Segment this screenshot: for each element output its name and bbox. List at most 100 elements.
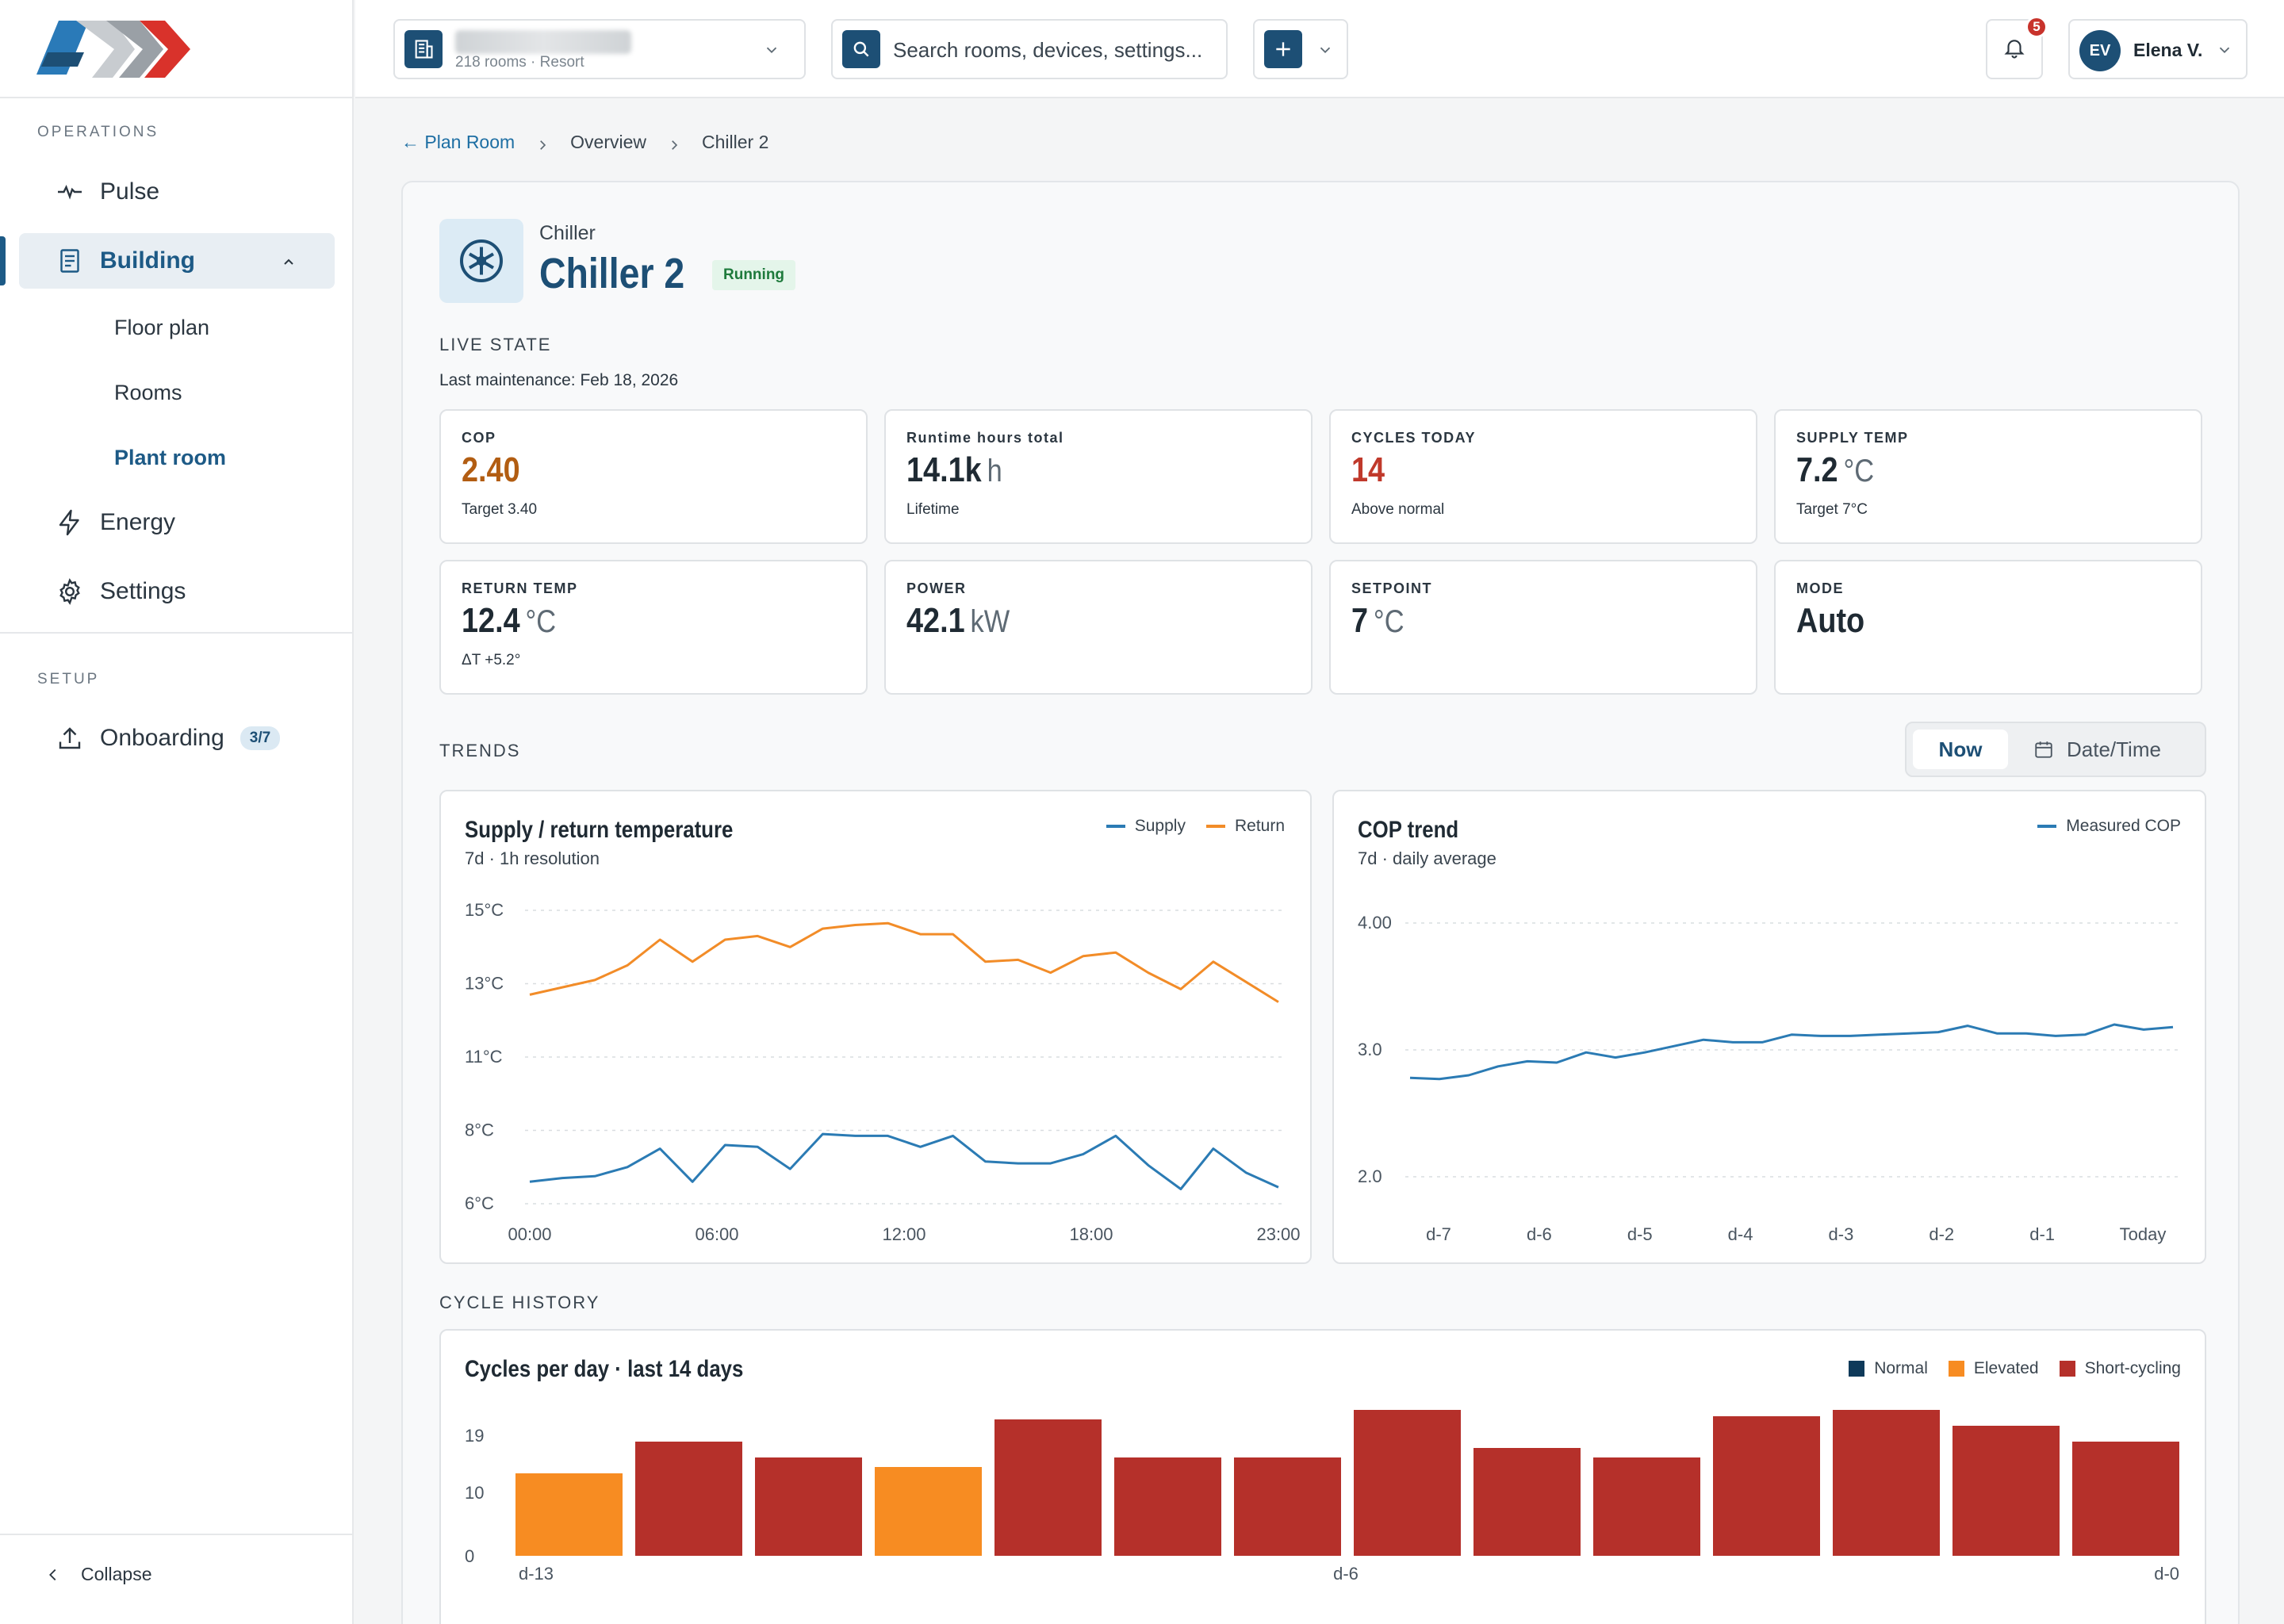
add-menu-button[interactable] [1253, 19, 1348, 79]
search-placeholder: Search rooms, devices, settings... [893, 38, 1203, 62]
plus-icon[interactable] [1264, 30, 1302, 68]
lightning-icon [56, 508, 84, 537]
kpi-unit: kW [970, 604, 1010, 639]
legend-item-normal: Normal [1849, 1359, 1928, 1378]
kpi-value-row: Auto [1796, 601, 1870, 641]
x-tick-label: d-7 [1426, 1224, 1451, 1244]
legend-label: Short-cycling [2084, 1359, 2181, 1377]
nav-subitem-floor-plan[interactable]: Floor plan [114, 316, 210, 339]
kpi-label: Runtime hours total [906, 430, 1064, 446]
nav-item-onboarding[interactable]: Onboarding 3/7 [19, 710, 335, 766]
temperature-line-chart: 15°C 13°C 11°C 8°C 6°C 00:00 06:00 12:00 18:00 23… [465, 900, 1301, 1244]
building-icon [56, 247, 84, 275]
y-tick-label: 15°C [465, 900, 504, 920]
bar-d-8 [1114, 1457, 1221, 1556]
sidebar-divider [0, 1534, 354, 1535]
legend-item-supply: Supply [1106, 817, 1186, 836]
chevron-down-icon[interactable] [1316, 41, 1334, 59]
kpi-unit: °C [1373, 604, 1405, 639]
time-range-toggle: Now Date/Time [1905, 722, 2206, 777]
y-tick-label: 19 [465, 1426, 484, 1446]
toggle-datetime-label: Date/Time [2067, 737, 2161, 761]
x-tick-label: d-6 [1527, 1224, 1552, 1244]
legend-label: Elevated [1973, 1359, 2039, 1377]
kpi-value: 7.2 [1796, 450, 1838, 489]
kpi-value-row: 42.1 kW [906, 601, 1010, 641]
x-tick-label: d-0 [2154, 1564, 2179, 1584]
kpi-subtext: Above normal [1351, 501, 1445, 518]
legend-swatch [2059, 1361, 2075, 1377]
kpi-value: Auto [1796, 601, 1865, 640]
nav-item-building[interactable]: Building [19, 233, 335, 289]
cycles-chart-card: Cycles per day · last 14 days Normal Ele… [439, 1329, 2206, 1624]
search-icon [842, 30, 880, 68]
section-label-cycle-history: CYCLE HISTORY [439, 1293, 600, 1312]
collapse-button[interactable]: Collapse [44, 1564, 152, 1585]
x-tick-label: 12:00 [882, 1224, 925, 1244]
toggle-datetime-button[interactable]: Date/Time [2033, 730, 2161, 769]
x-tick-label: 00:00 [508, 1224, 551, 1244]
bar-d-10 [875, 1467, 982, 1556]
toggle-now-button[interactable]: Now [1913, 730, 2008, 769]
chart-legend: Measured COP [2017, 817, 2181, 836]
chevron-right-icon [667, 136, 681, 150]
kpi-value: 42.1 [906, 601, 965, 640]
chevron-right-icon [535, 136, 550, 150]
active-indicator [0, 236, 6, 285]
brand-logo[interactable] [36, 21, 190, 78]
y-tick-label: 10 [465, 1483, 484, 1503]
nav-subitem-rooms[interactable]: Rooms [114, 381, 182, 404]
kpi-label: SETPOINT [1351, 580, 1433, 596]
legend-label: Normal [1874, 1359, 1928, 1377]
y-tick-label: 2.0 [1358, 1166, 1382, 1186]
sidebar-divider [0, 632, 354, 634]
chevron-up-icon[interactable] [279, 251, 298, 270]
breadcrumb-back-link[interactable]: ← Plan Room [401, 132, 515, 152]
kpi-card: SUPPLY TEMP 7.2 °C Target 7°C [1774, 409, 2202, 544]
kpi-card: RETURN TEMP 12.4 °C ΔT +5.2° [439, 560, 868, 695]
kpi-label: MODE [1796, 580, 1844, 596]
nav-item-pulse[interactable]: Pulse [19, 164, 335, 220]
kpi-value-row: 2.40 [462, 450, 526, 490]
nav-label: Energy [100, 509, 176, 535]
notification-count-badge: 5 [2025, 16, 2048, 38]
kpi-value: 14 [1351, 450, 1385, 489]
legend-item-short-cycling: Short-cycling [2059, 1359, 2181, 1378]
y-tick-label: 0 [465, 1546, 474, 1566]
legend-label: Measured COP [2066, 817, 2181, 835]
legend-swatch [1106, 825, 1125, 828]
nav-subitem-plant-room[interactable]: Plant room [114, 446, 227, 469]
y-tick-label: 6°C [465, 1193, 494, 1213]
calendar-icon [2033, 739, 2054, 760]
kpi-unit: °C [1843, 454, 1875, 488]
x-tick-label: d-2 [1929, 1224, 1954, 1244]
kpi-subtext: Target 7°C [1796, 501, 1868, 518]
bar-d-11 [755, 1457, 862, 1556]
cop-line-chart: 4.00 3.0 2.0 d-7 d-6 d-5 d-4 d-3 d-2 d-1 Today [1358, 913, 2181, 1244]
user-menu[interactable]: EV Elena V. [2068, 19, 2248, 79]
breadcrumb-current: Chiller 2 [702, 132, 769, 152]
nav-item-energy[interactable]: Energy [19, 495, 335, 550]
legend-swatch [1205, 825, 1225, 828]
building-selector[interactable]: 218 rooms · Resort [393, 19, 806, 79]
bar-d-1 [1953, 1426, 2060, 1556]
kpi-card: Runtime hours total 14.1k h Lifetime [884, 409, 1313, 544]
nav-label: Pulse [100, 178, 160, 205]
breadcrumb-overview[interactable]: Overview [570, 132, 647, 152]
page-title: Chiller 2 [539, 250, 685, 297]
legend-label: Supply [1134, 817, 1186, 835]
kpi-label: POWER [906, 580, 967, 596]
notifications-button[interactable]: 5 [1986, 16, 2048, 79]
search-input[interactable]: Search rooms, devices, settings... [831, 19, 1228, 79]
last-maintenance: Last maintenance: Feb 18, 2026 [439, 371, 679, 389]
pulse-icon [56, 178, 84, 206]
kpi-value-row: 7 °C [1351, 601, 1405, 641]
upload-icon [56, 724, 84, 753]
kpi-subtext: ΔT +5.2° [462, 652, 521, 668]
x-tick-label: d-1 [2029, 1224, 2055, 1244]
temperature-chart-card: Supply / return temperature 7d · 1h reso… [439, 790, 1312, 1264]
device-type: Chiller [539, 222, 596, 244]
nav-item-settings[interactable]: Settings [19, 564, 335, 619]
kpi-value-row: 14 [1351, 450, 1390, 490]
device-detail-card: Chiller Chiller 2 Running LIVE STATE Las… [401, 181, 2240, 1624]
